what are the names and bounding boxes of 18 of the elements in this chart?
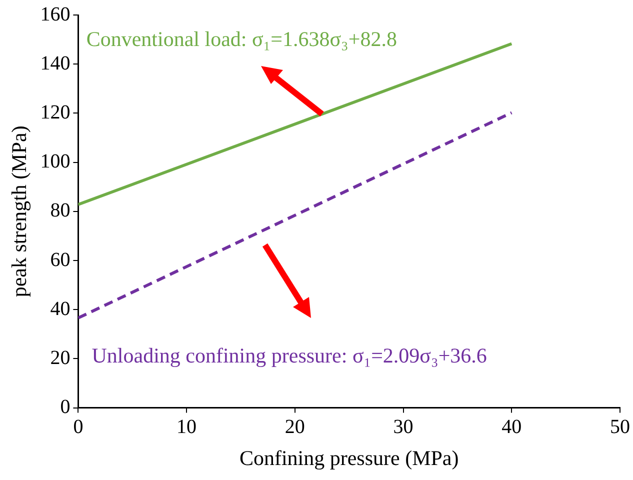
x-tick-label: 10 — [176, 416, 197, 438]
x-tick-label: 30 — [393, 416, 414, 438]
x-tick-label: 50 — [610, 416, 630, 438]
annotation: Unloading confining pressure: σ₁=2.09σ₃+36.6 — [92, 343, 487, 368]
y-tick-label: 100 — [40, 150, 70, 173]
y-tick-label: 40 — [50, 298, 70, 320]
y-tick-label: 60 — [50, 248, 70, 271]
y-axis-title: peak strength (MPa) — [7, 126, 32, 298]
annotation: Conventional load: σ₁=1.638σ₃+82.8 — [86, 27, 397, 52]
x-axis-title: Confining pressure (MPa) — [239, 446, 459, 470]
y-tick-label: 0 — [60, 396, 70, 418]
y-tick-label: 140 — [40, 52, 70, 74]
y-tick-label: 80 — [50, 200, 70, 222]
x-tick-label: 20 — [284, 416, 305, 438]
y-tick-label: 160 — [40, 3, 70, 26]
x-tick-label: 40 — [502, 416, 522, 438]
y-tick-label: 20 — [50, 346, 70, 369]
y-tick-label: 120 — [40, 101, 70, 124]
